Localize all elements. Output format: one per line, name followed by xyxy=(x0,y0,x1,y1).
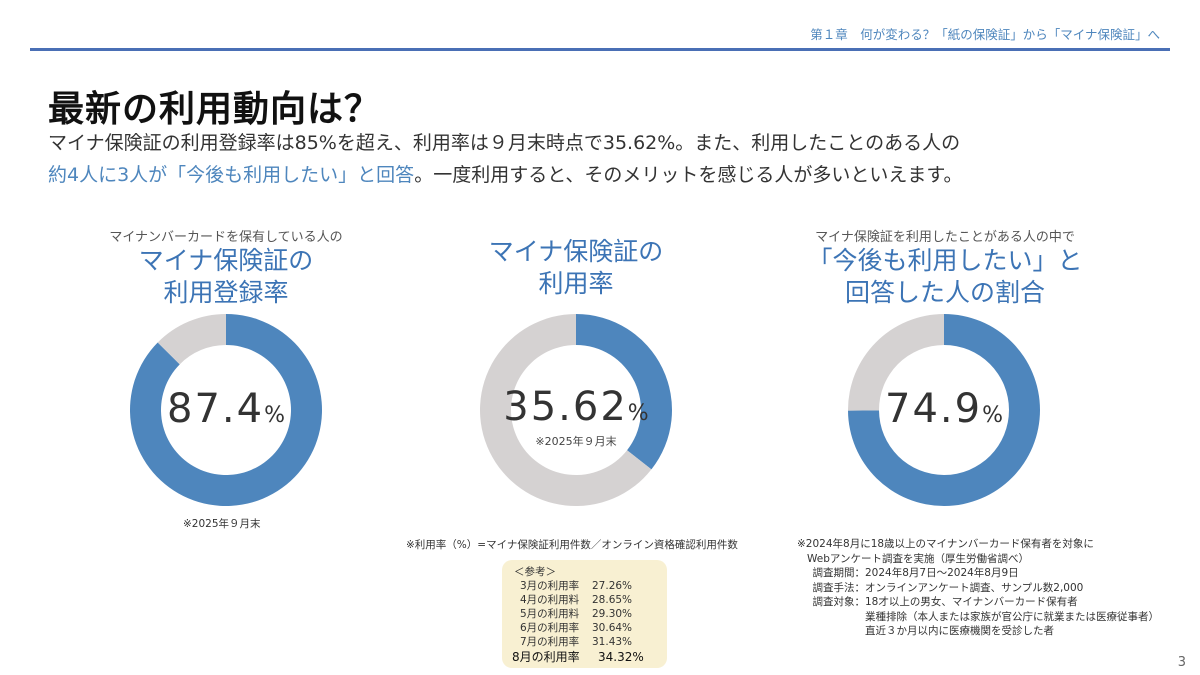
survey-period-label: 調査期間： xyxy=(812,567,866,579)
chart2-footnote: ※利用率（%）=マイナ保険証利用件数／オンライン資格確認利用件数 xyxy=(406,539,738,551)
donut-slice-remainder xyxy=(480,314,652,506)
chart3-title-line1: 「今後も利用したい」と xyxy=(807,246,1083,275)
lead-line-2: 約4人に3人が「今後も利用したい」と回答。一度利用すると、そのメリットを感じる人… xyxy=(48,159,1168,191)
chart2-value-unit: % xyxy=(627,401,649,426)
chapter-header: 第１章 何が変わる？「紙の保険証」から「マイナ保険証」へ xyxy=(810,27,1160,42)
chart3-donut xyxy=(848,314,1040,506)
reference-row: 6月の利用率 30.64% xyxy=(520,620,632,635)
chart3-value: 74.9% xyxy=(844,386,1044,432)
chart1-subtitle: マイナンバーカードを保有している人の xyxy=(109,230,343,245)
donut-slice-primary xyxy=(129,314,322,506)
chart1-title-line1: マイナ保険証の xyxy=(138,246,314,275)
reference-value: 27.26% xyxy=(592,580,633,592)
reference-month: 6月の利用率 xyxy=(520,622,580,634)
donut-slice-primary xyxy=(576,314,672,470)
reference-highlight-row: 8月の利用率 34.32% xyxy=(512,648,644,665)
survey-line2: Webアンケート調査を実施（厚生労働省調べ） xyxy=(807,552,1029,565)
page-title: 最新の利用動向は？ xyxy=(48,89,382,130)
chart3-title: 「今後も利用したい」と 回答した人の割合 xyxy=(780,245,1110,309)
survey-method-label: 調査手法： xyxy=(812,581,866,594)
survey-line1: ※2024年8月に18歳以上のマイナンバーカード保有者を対象に xyxy=(797,538,1094,550)
reference-value: 28.65% xyxy=(592,594,633,606)
donut-slice-remainder xyxy=(157,314,226,365)
chart2-value: 35.62% xyxy=(476,384,676,430)
reference-row: 3月の利用率 27.26% xyxy=(520,578,632,593)
chart3-title-line2: 回答した人の割合 xyxy=(844,278,1045,307)
reference-row: 4月の利用料 28.65% xyxy=(520,592,632,607)
lead-highlight: 約4人に3人が「今後も利用したい」と回答 xyxy=(48,164,415,186)
survey-period-value: 2024年8月7日〜2024年8月9日 xyxy=(865,567,1019,579)
lead-text: マイナ保険証の利用登録率は85%を超え、利用率は９月末時点で35.62%。また、… xyxy=(48,127,1168,191)
lead-rest: 。一度利用すると、そのメリットを感じる人が多いといえます。 xyxy=(414,164,963,186)
page-number: 3 xyxy=(1177,655,1186,670)
survey-exclusion: 業種排除（本人または家族が官公庁に就業または医療従事者） xyxy=(865,610,1159,623)
chart2-center-note: ※2025年９月末 xyxy=(535,435,617,448)
chart2-title-line1: マイナ保険証の xyxy=(488,237,664,266)
survey-target-value: 18才以上の男女、マイナンバーカード保有者 xyxy=(865,596,1078,608)
chart1-title-line2: 利用登録率 xyxy=(163,278,289,307)
reference-highlight-month: 8月の利用率 xyxy=(512,650,580,664)
header-rule xyxy=(30,48,1170,51)
reference-month: 5月の利用料 xyxy=(520,608,580,620)
chart1-value-number: 87.4 xyxy=(167,386,265,432)
survey-notes: ※2024年8月に18歳以上のマイナンバーカード保有者を対象に Webアンケート… xyxy=(797,537,1159,639)
reference-row: 5月の利用料 29.30% xyxy=(520,606,632,621)
chart1-value-unit: % xyxy=(264,403,285,428)
chart3-subtitle: マイナ保険証を利用したことがある人の中で xyxy=(815,230,1075,245)
chart1-value: 87.4% xyxy=(126,386,326,432)
reference-box: ＜参考＞ 3月の利用率 27.26% 4月の利用料 28.65% 5月の利用料 29.… xyxy=(502,560,667,668)
survey-method-value: オンラインアンケート調査、サンプル数2,000 xyxy=(865,581,1084,594)
reference-row: 7月の利用率 31.43% xyxy=(520,634,632,649)
chart3-value-unit: % xyxy=(982,403,1003,428)
reference-heading: ＜参考＞ xyxy=(514,566,556,578)
survey-recent: 直近３か月以内に医療機関を受診した者 xyxy=(865,625,1054,637)
chart1-title: マイナ保険証の 利用登録率 xyxy=(86,245,366,309)
reference-value: 31.43% xyxy=(592,636,633,648)
survey-method: 調査手法： オンラインアンケート調査、サンプル数2,000 xyxy=(797,581,1159,596)
lead-line-1: マイナ保険証の利用登録率は85%を超え、利用率は９月末時点で35.62%。また、… xyxy=(48,132,961,154)
survey-target-label: 調査対象： xyxy=(812,596,866,608)
chart3-value-number: 74.9 xyxy=(885,386,983,432)
chart2-donut xyxy=(480,314,672,506)
donut-slice-primary xyxy=(848,314,1040,506)
chart2-title: マイナ保険証の 利用率 xyxy=(436,236,716,300)
chart1-donut xyxy=(129,314,322,506)
reference-month: 4月の利用料 xyxy=(520,594,580,606)
chart1-footnote: ※2025年９月末 xyxy=(183,518,261,530)
reference-month: 7月の利用率 xyxy=(520,636,580,648)
reference-highlight-value: 34.32% xyxy=(598,650,644,664)
chart2-title-line2: 利用率 xyxy=(538,269,614,298)
reference-value: 30.64% xyxy=(592,622,633,634)
survey-target: 調査対象： 18才以上の男女、マイナンバーカード保有者 xyxy=(797,595,1159,610)
chart2-value-number: 35.62 xyxy=(503,384,628,430)
reference-value: 29.30% xyxy=(592,608,633,620)
donut-slice-remainder xyxy=(848,314,944,411)
reference-month: 3月の利用率 xyxy=(520,580,580,592)
survey-period: 調査期間： 2024年8月7日〜2024年8月9日 xyxy=(797,566,1159,581)
